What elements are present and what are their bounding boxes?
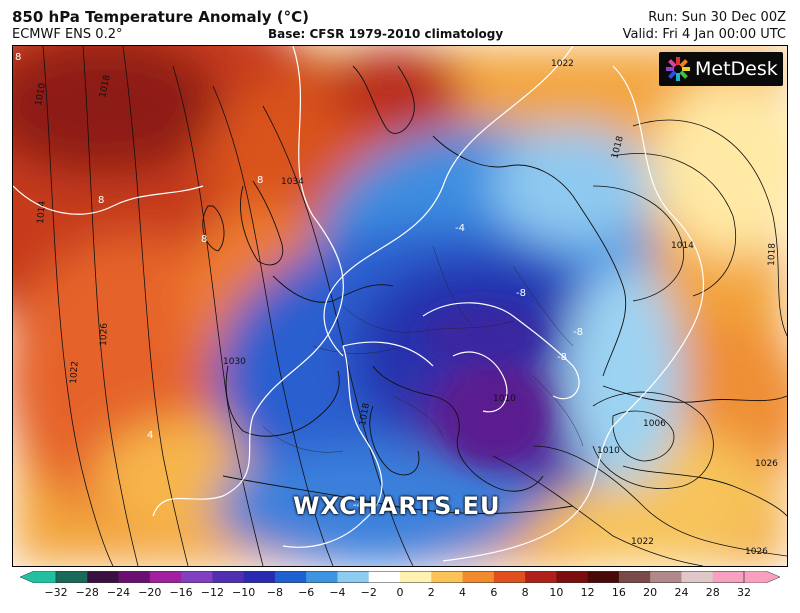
isobar-labels: 1010 1018 1014 1026 1022 1030 1022 1018 … (34, 59, 778, 557)
isobar-label: 1014 (671, 241, 694, 251)
colorbar-tick-label: −4 (329, 586, 346, 599)
colorbar-min-arrow (20, 571, 57, 583)
run-time-label: Run: Sun 30 Dec 00Z (648, 10, 786, 25)
isobar-lines (42, 46, 787, 566)
colorbar-tick-label: 12 (580, 586, 595, 599)
climatology-base-label: Base: CFSR 1979-2010 climatology (268, 27, 504, 41)
isobar-label: 1018 (358, 402, 372, 427)
isobar-label: 1022 (631, 537, 654, 547)
colorbar-segment (274, 571, 307, 583)
colorbar-segment (212, 571, 245, 583)
colorbar-tick-label: −24 (106, 586, 131, 599)
isobar-label: 1018 (767, 243, 778, 267)
colorbar-tick-label: 6 (490, 586, 498, 599)
isobar-label: 1026 (745, 547, 768, 557)
map-canvas: 8 8 8 -4 8 -8 -8 -8 -4 4 1010 1018 1014 … (13, 46, 787, 566)
isobar-label: 1022 (551, 59, 574, 69)
isotherm-labels: 8 8 8 -4 8 -8 -8 -8 -4 4 (15, 52, 583, 511)
colorbar (20, 571, 780, 583)
wxcharts-watermark: WXCHARTS.EU (293, 492, 501, 520)
colorbar-segment (431, 571, 464, 583)
isobar-label: 1010 (597, 446, 620, 456)
isotherm-lines (13, 46, 704, 562)
colorbar-tick-label: −6 (298, 586, 315, 599)
colorbar-outline (55, 571, 745, 583)
colorbar-segment (368, 571, 401, 583)
colorbar-tick-label: 28 (705, 586, 720, 599)
colorbar-tick-label: 10 (549, 586, 564, 599)
isotherm-label: -4 (353, 500, 363, 511)
colorbar-segment (587, 571, 620, 583)
colorbar-segment (525, 571, 557, 583)
temperature-anomaly-field (13, 46, 787, 566)
metdesk-logo-icon (666, 57, 690, 81)
isotherm-label: -8 (557, 352, 567, 363)
coastlines (202, 65, 787, 517)
colorbar-max-arrow (743, 571, 780, 583)
isotherm-label: 8 (98, 195, 104, 206)
isotherm-label: -4 (455, 223, 465, 234)
isotherm-label: 8 (201, 234, 207, 245)
isotherm-label: -8 (516, 288, 526, 299)
colorbar-tick-label: −28 (75, 586, 99, 599)
colorbar-segment (87, 571, 120, 583)
colorbar-tick-label: 24 (674, 586, 689, 599)
colorbar-segment (56, 571, 88, 583)
colorbar-segment (618, 571, 651, 583)
colorbar-segment (149, 571, 182, 583)
isotherm-label: 8 (257, 175, 263, 186)
isobar-label: 1026 (99, 323, 110, 347)
isobar-label: 1010 (34, 82, 48, 107)
colorbar-tick-label: −10 (232, 586, 256, 599)
colorbar-tick-label: −16 (169, 586, 193, 599)
chart-title: 850 hPa Temperature Anomaly (°C) (12, 8, 309, 26)
colorbar-tick-label: −2 (360, 586, 377, 599)
isotherm-label: 8 (15, 52, 21, 63)
isotherm-label: -8 (573, 327, 583, 338)
colorbar-tick-label: −8 (266, 586, 284, 599)
model-label: ECMWF ENS 0.2° (12, 27, 123, 42)
colorbar-tick-label: 2 (427, 586, 435, 599)
colorbar-tick-labels: −32 −28 −24 −20 −16 −12 −10 −8 −6 −4 −2 0 2 4 6 8 10 12 16… (20, 586, 780, 602)
colorbar-tick-label: 32 (737, 586, 751, 599)
isobar-label: 1006 (643, 419, 666, 429)
colorbar-segment (681, 571, 714, 583)
isobar-label: 1026 (755, 459, 778, 469)
colorbar-tick-label: 0 (396, 586, 404, 599)
colorbar-segment (306, 571, 338, 583)
colorbar-tick-label: −12 (200, 586, 224, 599)
isobar-label: 1022 (69, 361, 81, 385)
colorbar-segment (650, 571, 682, 583)
colorbar-segment (556, 571, 589, 583)
colorbar-tick-label: −32 (44, 586, 68, 599)
country-borders (262, 245, 584, 453)
colorbar-tick-label: 8 (521, 586, 529, 599)
colorbar-segment (118, 571, 151, 583)
colorbar-tick-label: 20 (643, 586, 658, 599)
isobar-label: 1018 (98, 74, 113, 99)
isobar-label: 1010 (493, 394, 516, 404)
isobar-label: 1030 (223, 357, 246, 367)
anomaly-map: 8 8 8 -4 8 -8 -8 -8 -4 4 1010 1018 1014 … (12, 45, 788, 567)
metdesk-logo-text: MetDesk (695, 58, 778, 80)
isobar-label: 1014 (36, 200, 48, 224)
colorbar-tick-label: 4 (459, 586, 467, 599)
isobar-label: 1034 (281, 177, 304, 187)
colorbar-segment (181, 571, 213, 583)
colorbar-segment (462, 571, 495, 583)
colorbar-segment (243, 571, 276, 583)
colorbar-segment (400, 571, 432, 583)
colorbar-tick-label: 16 (611, 586, 626, 599)
isotherm-label: 4 (147, 430, 153, 441)
metdesk-logo: MetDesk (659, 52, 783, 86)
colorbar-tick-label: −20 (138, 586, 162, 599)
colorbar-segment (493, 571, 526, 583)
colorbar-segment (712, 571, 745, 583)
chart-header: 850 hPa Temperature Anomaly (°C) ECMWF E… (0, 0, 800, 44)
colorbar-segment (337, 571, 370, 583)
valid-time-label: Valid: Fri 4 Jan 00:00 UTC (622, 27, 786, 42)
